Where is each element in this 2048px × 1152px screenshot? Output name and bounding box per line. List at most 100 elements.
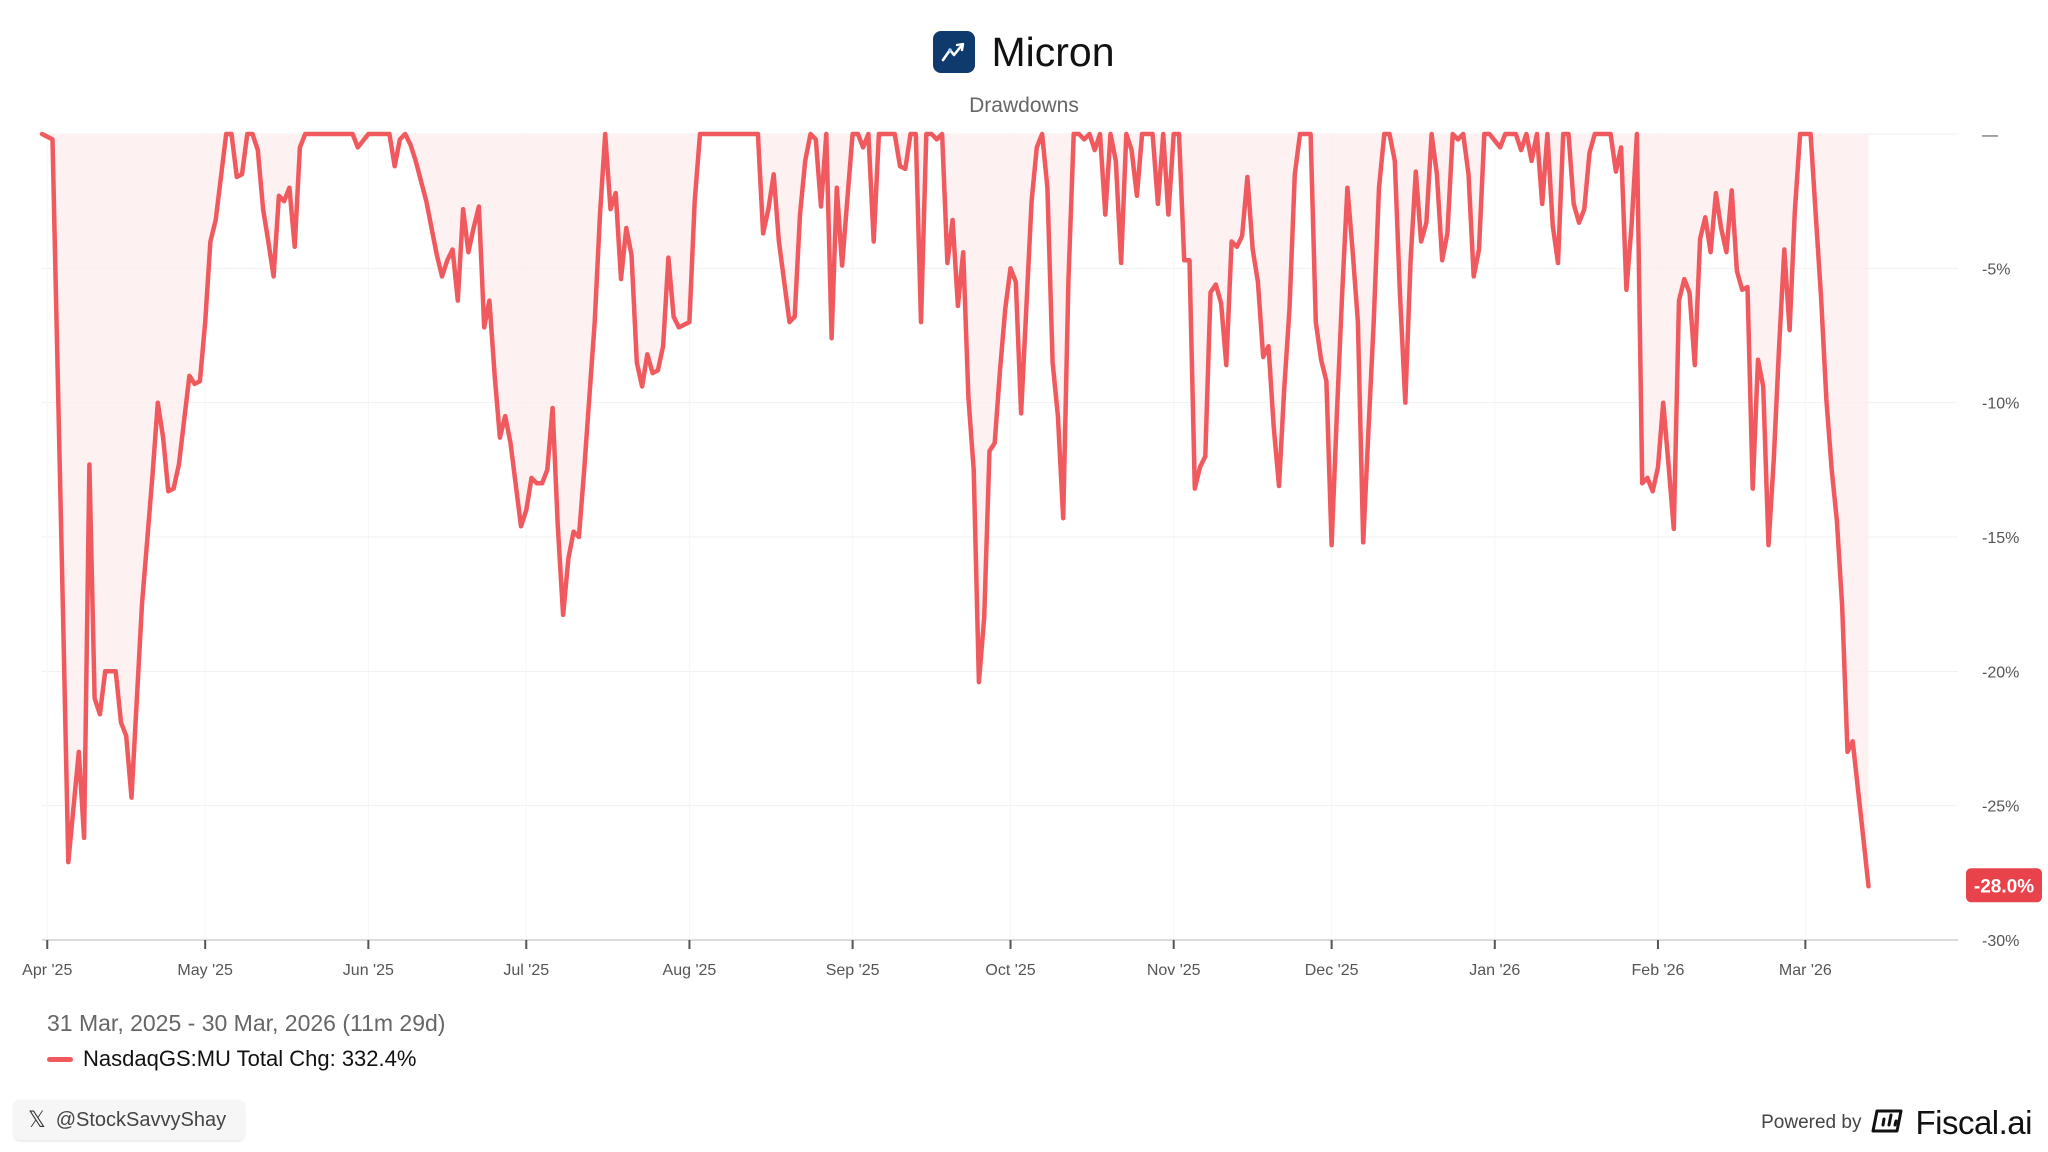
data-point xyxy=(651,372,653,374)
data-point xyxy=(1273,426,1275,428)
data-point xyxy=(572,530,574,532)
data-point xyxy=(778,240,780,242)
data-point xyxy=(1688,291,1690,293)
legend[interactable]: NasdaqGS:MU Total Chg: 332.4% xyxy=(47,1046,416,1072)
x-tick-label: Jul '25 xyxy=(503,962,549,979)
data-point xyxy=(193,383,195,385)
data-point xyxy=(736,133,738,135)
data-point xyxy=(504,415,506,417)
data-point xyxy=(1846,751,1848,753)
social-handle-badge[interactable]: 𝕏 @StockSavvyShay xyxy=(14,1100,245,1140)
data-point xyxy=(973,469,975,471)
data-point xyxy=(773,173,775,175)
data-point xyxy=(1578,222,1580,224)
data-point xyxy=(1520,149,1522,151)
data-point xyxy=(899,165,901,167)
data-point xyxy=(920,321,922,323)
data-point xyxy=(1504,133,1506,135)
data-point xyxy=(562,614,564,616)
data-point xyxy=(1825,399,1827,401)
data-point xyxy=(557,525,559,527)
data-point xyxy=(1436,173,1438,175)
powered-by[interactable]: Powered by Fiscal.ai xyxy=(1761,1104,2032,1142)
data-point xyxy=(315,133,317,135)
data-point xyxy=(1415,170,1417,172)
data-point xyxy=(99,713,101,715)
data-point xyxy=(67,861,69,863)
data-point xyxy=(483,326,485,328)
data-point xyxy=(141,603,143,605)
data-point xyxy=(509,442,511,444)
chart-subtitle: Drawdowns xyxy=(969,94,1079,117)
data-point xyxy=(767,208,769,210)
data-point xyxy=(494,375,496,377)
data-point xyxy=(862,146,864,148)
data-point xyxy=(267,240,269,242)
data-point xyxy=(436,254,438,256)
data-point xyxy=(1762,385,1764,387)
x-axis: Apr '25 May '25 Jun '25 Jul '25 Aug '25 Sep '… xyxy=(22,939,1958,979)
data-point xyxy=(115,670,117,672)
data-point xyxy=(1567,133,1569,135)
data-point xyxy=(1125,133,1127,135)
data-point xyxy=(925,133,927,135)
data-point xyxy=(951,219,953,221)
data-point xyxy=(1204,455,1206,457)
data-point xyxy=(1383,133,1385,135)
data-point xyxy=(1583,208,1585,210)
data-point xyxy=(62,616,64,618)
data-point xyxy=(694,200,696,202)
x-tick-label: Dec '25 xyxy=(1305,962,1359,979)
data-point xyxy=(1004,307,1006,309)
x-tick-label: Aug '25 xyxy=(663,962,717,979)
data-point xyxy=(467,251,469,253)
data-point xyxy=(609,208,611,210)
data-point xyxy=(1283,388,1285,390)
data-point xyxy=(1367,428,1369,430)
y-tick-label: — xyxy=(1982,127,1998,144)
data-point xyxy=(841,264,843,266)
data-point xyxy=(299,146,301,148)
data-point xyxy=(1657,466,1659,468)
data-point xyxy=(441,275,443,277)
data-point xyxy=(1146,133,1148,135)
data-point xyxy=(1536,133,1538,135)
data-point xyxy=(1715,192,1717,194)
data-point xyxy=(378,133,380,135)
data-point xyxy=(457,299,459,301)
data-point xyxy=(1725,251,1727,253)
social-handle-text: @StockSavvyShay xyxy=(55,1108,227,1131)
data-point xyxy=(1167,213,1169,215)
data-point xyxy=(1457,138,1459,140)
data-point xyxy=(1173,133,1175,135)
data-point xyxy=(1746,286,1748,288)
data-point xyxy=(930,133,932,135)
data-point xyxy=(578,536,580,538)
data-point xyxy=(104,670,106,672)
data-point xyxy=(636,361,638,363)
data-point xyxy=(304,133,306,135)
data-point xyxy=(1778,348,1780,350)
date-range: 31 Mar, 2025 - 30 Mar, 2026 (11m 29d) xyxy=(47,1010,446,1036)
data-point xyxy=(1773,458,1775,460)
data-point xyxy=(225,133,227,135)
data-point xyxy=(1473,275,1475,277)
data-point xyxy=(762,232,764,234)
data-point xyxy=(1178,133,1180,135)
y-tick-label: -5% xyxy=(1982,261,2010,278)
data-point xyxy=(983,616,985,618)
data-point xyxy=(1073,133,1075,135)
data-point xyxy=(1615,170,1617,172)
x-tick-label: Feb '26 xyxy=(1632,962,1685,979)
data-point xyxy=(541,482,543,484)
data-point xyxy=(462,208,464,210)
data-point xyxy=(215,219,217,221)
data-point xyxy=(857,133,859,135)
data-point xyxy=(1209,291,1211,293)
data-point xyxy=(199,380,201,382)
data-point xyxy=(1741,289,1743,291)
data-point xyxy=(204,321,206,323)
data-point xyxy=(994,442,996,444)
data-point xyxy=(1609,133,1611,135)
data-point xyxy=(499,436,501,438)
